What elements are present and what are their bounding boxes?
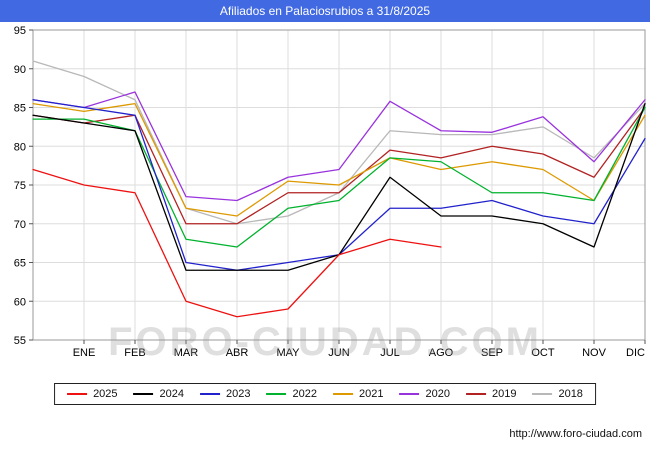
legend-label: 2018 <box>558 388 583 400</box>
x-tick-label: DIC <box>626 347 645 359</box>
y-tick-label: 95 <box>14 25 26 37</box>
legend-label: 2019 <box>491 388 517 400</box>
legend-item-2023: 2023 <box>200 388 251 400</box>
y-tick-label: 80 <box>14 141 26 153</box>
y-tick-label: 60 <box>14 296 26 308</box>
legend-item-2018: 2018 <box>532 388 583 400</box>
legend-label: 2021 <box>359 388 384 400</box>
legend-swatch <box>133 393 154 395</box>
y-tick-label: 70 <box>14 219 26 231</box>
legend-swatch <box>67 393 88 395</box>
legend-item-2025: 2025 <box>67 388 118 400</box>
legend-item-2020: 2020 <box>399 388 450 400</box>
y-tick-label: 55 <box>14 335 26 347</box>
legend-label: 2020 <box>425 388 450 400</box>
source-url[interactable]: http://www.foro-ciudad.com <box>509 428 642 440</box>
legend-swatch <box>465 393 486 395</box>
y-tick-label: 65 <box>14 258 26 270</box>
series-2020 <box>32 91 646 202</box>
x-tick-label: FEB <box>124 347 145 359</box>
legend-label: 2024 <box>159 388 185 400</box>
x-tick-label: JUL <box>380 347 400 359</box>
legend-label: 2022 <box>292 388 317 400</box>
line-chart: 55 60 65 70 75 80 85 90 95 ENE FEB MAR ABR MAY JUN JUL A… <box>14 25 646 359</box>
legend-item-2024: 2024 <box>133 388 185 400</box>
x-tick-label: SEP <box>481 347 503 359</box>
x-tick-label: NOV <box>582 347 607 359</box>
series-2025 <box>32 168 442 318</box>
legend-swatch <box>266 393 287 395</box>
x-tick-label: JUN <box>328 347 349 359</box>
x-tick-label: MAR <box>174 347 199 359</box>
legend-swatch <box>399 393 420 395</box>
chart-title-bar: Afiliados en Palaciosrubios a 31/8/2025 <box>0 0 650 22</box>
legend-item-2021: 2021 <box>333 388 383 400</box>
legend-swatch <box>200 393 221 395</box>
chart-title: Afiliados en Palaciosrubios a 31/8/2025 <box>219 4 431 18</box>
chart-legend: 2025 2024 2023 2022 2021 2020 2019 2018 <box>54 383 596 405</box>
x-tick-label: AGO <box>429 347 454 359</box>
y-tick-label: 90 <box>14 64 26 76</box>
y-tick-label: 75 <box>14 180 26 192</box>
legend-swatch <box>532 393 553 395</box>
x-tick-label: MAY <box>276 347 300 359</box>
series-2021 <box>32 102 646 217</box>
y-tick-label: 85 <box>14 103 26 115</box>
legend-item-2019: 2019 <box>465 388 517 400</box>
x-tick-label: ABR <box>226 347 249 359</box>
legend-label: 2023 <box>226 388 251 400</box>
legend-swatch <box>333 393 353 395</box>
legend-label: 2025 <box>93 388 118 400</box>
x-tick-label: ENE <box>73 347 96 359</box>
legend-item-2022: 2022 <box>266 388 317 400</box>
x-tick-label: OCT <box>531 347 555 359</box>
